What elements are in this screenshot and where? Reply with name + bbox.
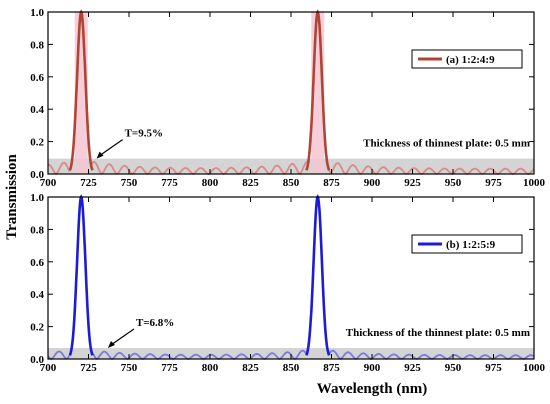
y-tick-label: 0.6 [30,257,44,269]
x-tick-label: 900 [364,177,381,189]
x-tick-label: 825 [242,177,259,189]
x-tick-label: 850 [283,177,300,189]
y-tick-label: 0.4 [30,289,44,301]
annotation-arrowhead [96,151,104,159]
x-tick-label: 750 [121,362,138,374]
x-tick-label: 875 [323,177,340,189]
x-tick-label: 800 [202,177,219,189]
y-tick-label: 0.4 [30,104,44,116]
plot-frame [47,11,535,175]
legend-label: (b) 1:2:5:9 [446,239,496,251]
annotation-label: T=6.8% [136,317,174,329]
x-tick-label: 1000 [523,177,546,189]
series-peak-0 [68,194,94,356]
legend-box [411,49,523,69]
y-axis-title: Transmission [4,154,20,240]
x-tick-label: 775 [161,362,178,374]
annotation-arrowhead [107,340,115,348]
x-tick-label: 950 [445,362,462,374]
annotation-arrow [110,328,135,346]
x-tick-label: 950 [445,177,462,189]
x-tick-label: 850 [283,362,300,374]
y-tick-label: 0.2 [30,137,44,149]
y-tick-label: 0.8 [30,224,44,236]
y-tick-label: 0.6 [30,72,44,84]
x-tick-label: 925 [404,362,421,374]
y-tick-label: 0.0 [30,169,44,181]
x-tick-label: 975 [485,362,502,374]
x-tick-label: 800 [202,362,219,374]
thickness-note: Thickness of thinnest plate: 0.5 mm [363,138,530,150]
legend-box [411,234,523,254]
x-tick-label: 825 [242,362,259,374]
x-tick-label: 750 [121,177,138,189]
series-ripple-line [47,11,535,176]
y-tick-label: 1.0 [30,7,44,19]
x-tick-label: 700 [40,177,57,189]
panel-bottom: 700 725 750 775 800 825 850 875 900 925 950 975 1000… [30,192,545,374]
annotation-arrow [99,139,123,157]
panel-top: 700 725 750 775 800 825 850 875 900 925 950 975 1000… [30,7,545,189]
x-axis-title: Wavelength (nm) [317,381,427,397]
series-peak-1 [305,194,331,356]
annotation-label: T=9.5% [125,128,163,140]
x-tick-label: 700 [40,362,57,374]
x-tick-label: 900 [364,362,381,374]
y-tick-label: 1.0 [30,192,44,204]
x-tick-label: 1000 [523,362,546,374]
y-tick-label: 0.0 [30,354,44,366]
x-tick-label: 925 [404,177,421,189]
y-tick-label: 0.8 [30,39,44,51]
x-tick-label: 775 [161,177,178,189]
y-tick-label: 0.2 [30,322,44,334]
x-tick-label: 725 [80,362,97,374]
thickness-note: Thickness of the thinnest plate: 0.5 mm [346,327,530,339]
x-tick-label: 725 [80,177,97,189]
x-tick-label: 875 [323,362,340,374]
x-tick-label: 975 [485,177,502,189]
legend-label: (a) 1:2:4:9 [446,54,495,66]
